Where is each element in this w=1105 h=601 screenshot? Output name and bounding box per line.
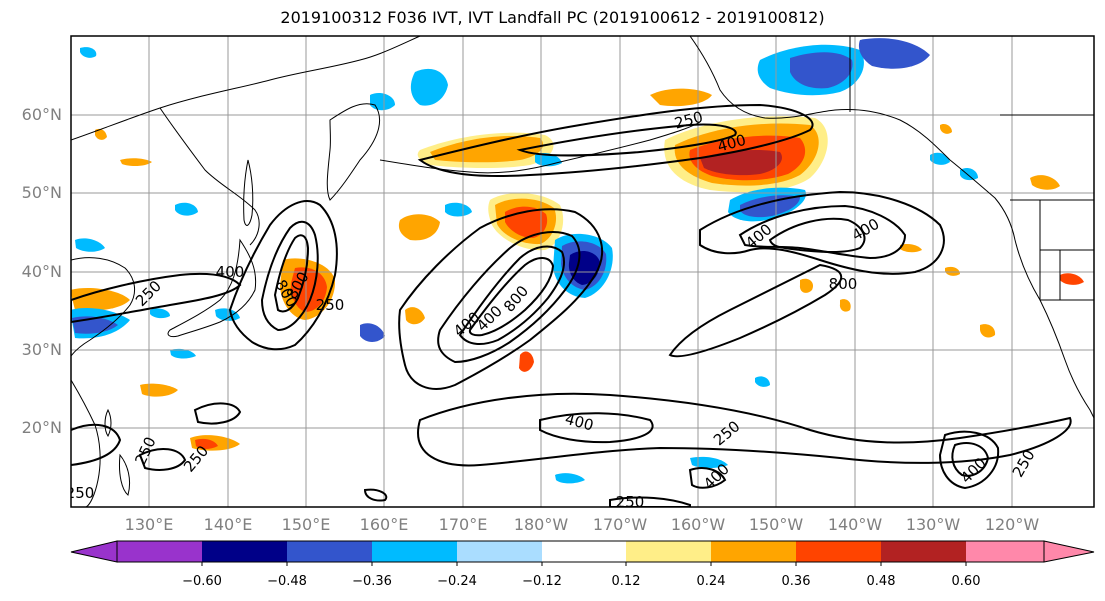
coast-asia-south: [71, 379, 101, 507]
lon-label: 140°E: [203, 515, 253, 534]
contour-west-ar: [228, 200, 338, 351]
coast-japan: [167, 238, 257, 338]
colorbar-segment: [626, 541, 711, 562]
colorbar-segment: [881, 541, 966, 562]
colorbar-segment: [796, 541, 881, 562]
lon-label: 150°W: [748, 515, 804, 534]
colorbar-frame: [116, 540, 1045, 563]
coast-north-america-west: [1014, 239, 1094, 419]
lon-label: 130°W: [905, 515, 961, 534]
lon-label: 140°W: [827, 515, 883, 534]
colorbar-segment: [966, 541, 1044, 562]
colorbar-extend-high: [1043, 540, 1095, 563]
colorbar-segment: [287, 541, 372, 562]
lon-label: 160°E: [359, 515, 409, 534]
lat-label-60n: 60°N: [21, 105, 62, 124]
colorbar-tick-label: −0.36: [352, 574, 392, 589]
contour-label: 400: [216, 263, 245, 281]
lon-label: 130°E: [124, 515, 174, 534]
coast-taiwan: [104, 408, 112, 437]
colorbar-tick-label: 0.24: [696, 574, 726, 589]
lat-label-30n: 30°N: [21, 340, 62, 359]
graticule: [71, 36, 1094, 507]
contour-south-band: [417, 392, 1072, 467]
coast-alaska: [689, 36, 1016, 241]
lon-label: 160°W: [670, 515, 726, 534]
contour-label: 250: [66, 484, 95, 502]
border-states: [1039, 200, 1094, 301]
colorbar-tick-label: −0.60: [182, 574, 222, 589]
coast-korea-china: [71, 257, 136, 357]
positive-patch-bering: [650, 88, 712, 107]
colorbar-tick-label: −0.48: [267, 574, 307, 589]
contour-label: 800: [829, 275, 858, 293]
map-title: 2019100312 F036 IVT, IVT Landfall PC (20…: [280, 8, 825, 27]
colorbar-segment: [457, 541, 542, 562]
contour-central-ar: [398, 208, 604, 390]
ivt-contours: [71, 103, 1072, 507]
colorbar-segment: [711, 541, 796, 562]
colorbar-segment: [372, 541, 457, 562]
lat-label-40n: 40°N: [21, 262, 62, 281]
contour-north-jet: [417, 103, 814, 178]
lon-label: 120°W: [984, 515, 1040, 534]
colorbar: [70, 540, 1095, 566]
coast-kamchatka: [326, 103, 381, 201]
colorbar-extend-low: [70, 540, 118, 563]
lat-label-20n: 20°N: [21, 418, 62, 437]
colorbar-tick-label: −0.24: [437, 574, 477, 589]
colorbar-segment: [202, 541, 287, 562]
contour-label: 250: [316, 296, 345, 314]
coast-sea-of-okhotsk: [159, 107, 260, 246]
coast-sakhalin: [243, 159, 254, 226]
map-frame: [70, 35, 1095, 508]
lon-label: 170°W: [592, 515, 648, 534]
coast-asia-north: [71, 36, 421, 141]
contour-west-250: [71, 423, 122, 466]
colorbar-segment: [542, 541, 626, 562]
shading-negative-anomalies: [71, 38, 978, 484]
lon-label: 180°W: [513, 515, 569, 534]
coastlines: [71, 36, 1094, 507]
colorbar-tick-label: 0.48: [866, 574, 896, 589]
contour-east-ar: [699, 190, 945, 275]
positive-patch-west-coast: [71, 288, 130, 311]
colorbar-segment: [117, 541, 202, 562]
lon-label: 150°E: [281, 515, 331, 534]
colorbar-tick-label: 0.12: [611, 574, 641, 589]
coast-philippines: [119, 453, 131, 496]
lon-label: 170°E: [438, 515, 488, 534]
colorbar-tick-label: 0.60: [951, 574, 981, 589]
lat-label-50n: 50°N: [21, 183, 62, 202]
contour-label: 250: [616, 493, 645, 511]
colorbar-tick-label: −0.12: [522, 574, 562, 589]
colorbar-tick-label: 0.36: [781, 574, 811, 589]
